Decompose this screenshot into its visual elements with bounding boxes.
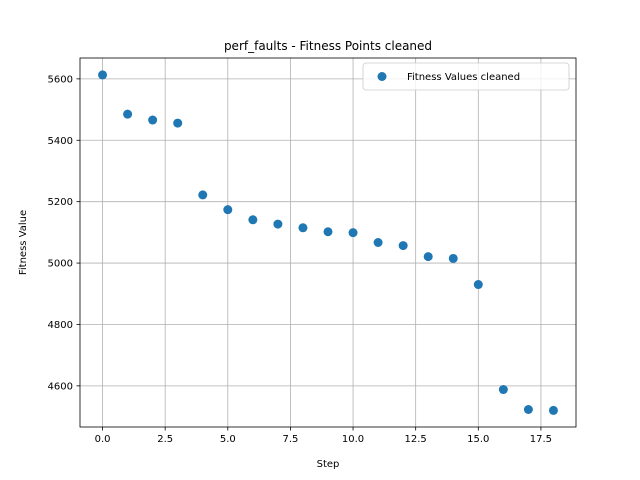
y-tick-label: 5000 — [48, 259, 73, 270]
data-point — [473, 280, 483, 290]
data-point — [148, 115, 158, 125]
data-points — [98, 70, 558, 415]
data-point — [223, 205, 233, 215]
x-axis-label: Step — [317, 459, 340, 470]
x-tick-label: 12.5 — [405, 434, 427, 445]
data-point — [348, 228, 358, 238]
data-point — [373, 238, 383, 247]
axis-ticks: 0.0 2.5 5.0 7.5 10.0 12.5 15.0 17.5 4600 4800 5000… — [48, 74, 553, 445]
y-axis-label: Fitness Value — [18, 210, 29, 275]
y-tick-label: 5200 — [48, 197, 73, 208]
data-point — [398, 241, 408, 251]
data-point — [98, 70, 108, 80]
data-point — [448, 253, 458, 263]
x-tick-label: 17.5 — [530, 434, 552, 445]
data-point — [323, 227, 333, 237]
x-tick-label: 15.0 — [467, 434, 489, 445]
y-tick-label: 4600 — [48, 381, 73, 392]
legend: Fitness Values cleaned — [362, 62, 570, 91]
x-tick-label: 2.5 — [157, 434, 173, 445]
x-tick-label: 0.0 — [95, 434, 111, 445]
y-tick-label: 5600 — [48, 74, 73, 85]
data-point — [273, 219, 283, 229]
plot-frame — [79, 57, 577, 428]
chart-title: perf_faults - Fitness Points cleaned — [224, 39, 432, 53]
data-point — [198, 190, 208, 200]
data-point — [298, 223, 308, 233]
plot-area — [80, 58, 576, 427]
data-point — [123, 109, 133, 119]
data-point — [548, 405, 558, 415]
y-tick-label: 5400 — [48, 136, 73, 147]
y-tick-label: 4800 — [48, 320, 73, 331]
x-tick-label: 7.5 — [282, 434, 298, 445]
legend-label: Fitness Values cleaned — [407, 72, 520, 83]
legend-box — [362, 62, 570, 91]
x-tick-label: 10.0 — [342, 434, 364, 445]
data-point — [173, 118, 183, 128]
grid-lines — [80, 58, 576, 427]
legend-marker — [377, 72, 387, 81]
data-point — [423, 252, 433, 262]
data-point — [248, 215, 258, 225]
data-point — [498, 385, 508, 395]
x-tick-label: 5.0 — [220, 434, 236, 445]
data-point — [523, 405, 533, 415]
